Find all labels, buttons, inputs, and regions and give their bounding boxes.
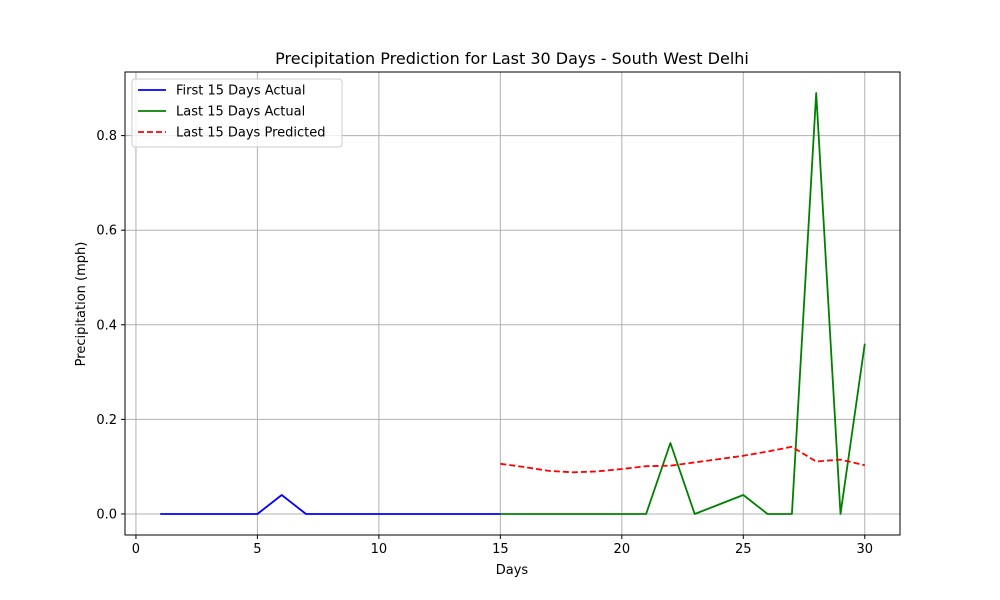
y-tick-label: 0.0 [96,507,117,522]
plot-frame [124,71,901,536]
series-line-3 [500,445,866,474]
legend-label: First 15 Days Actual [176,84,305,99]
legend-label: Last 15 Days Actual [176,105,305,120]
y-tick-label: 0.8 [96,129,117,144]
x-tick-label: 15 [492,542,509,557]
y-tick-label: 0.4 [96,318,117,333]
y-tick-label: 0.6 [96,224,117,239]
legend-box [131,78,343,148]
series-line-1 [160,494,501,515]
legend: First 15 Days Actual Last 15 Days Actual L… [131,78,343,148]
series-layer [160,92,866,515]
x-axis-title: Days [496,563,529,578]
x-tick-label: 30 [856,542,873,557]
x-axis: 0 5 10 15 20 25 30 [132,535,873,557]
x-tick-label: 25 [735,542,752,557]
x-tick-label: 5 [253,542,261,557]
y-axis: 0.0 0.2 0.4 0.6 0.8 [96,129,125,522]
legend-label: Last 15 Days Predicted [176,126,326,141]
chart-title: Precipitation Prediction for Last 30 Day… [275,49,749,68]
x-tick-label: 20 [614,542,631,557]
x-tick-label: 10 [371,542,388,557]
y-tick-label: 0.2 [96,413,117,428]
series-line-2 [500,92,866,515]
y-axis-title: Precipitation (mph) [74,242,89,367]
x-tick-label: 0 [132,542,140,557]
